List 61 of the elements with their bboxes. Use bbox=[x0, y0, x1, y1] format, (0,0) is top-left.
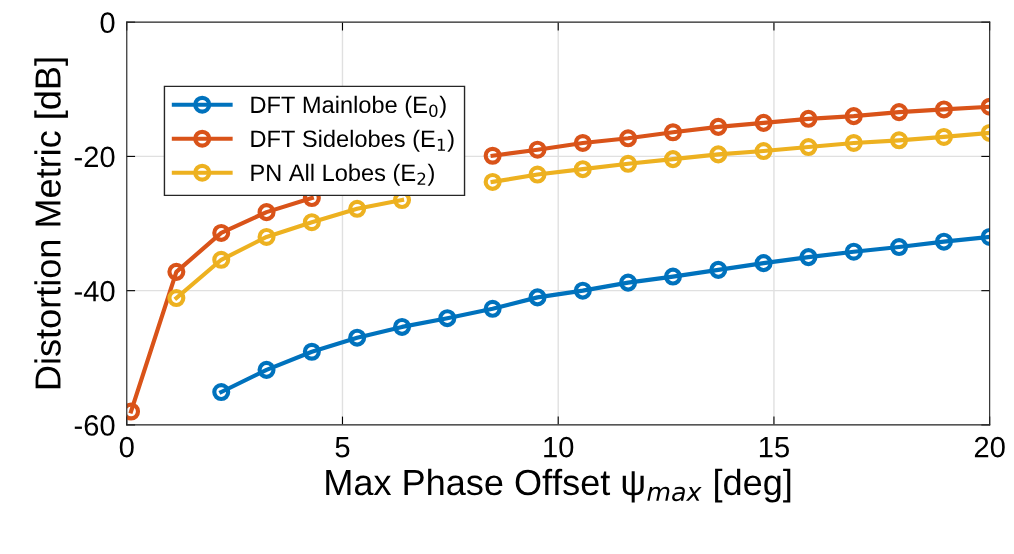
point bbox=[890, 131, 909, 150]
point bbox=[348, 328, 367, 347]
point bbox=[573, 133, 592, 153]
point bbox=[934, 127, 953, 146]
point bbox=[709, 145, 728, 164]
point bbox=[573, 281, 592, 300]
point bbox=[619, 129, 638, 148]
point bbox=[212, 223, 231, 242]
point bbox=[890, 103, 909, 122]
legend-label: PN All Lobes (E$_{2}$) bbox=[251, 163, 434, 186]
y-tick-label: -60 bbox=[74, 415, 115, 436]
point bbox=[844, 133, 863, 153]
point bbox=[754, 254, 773, 273]
x-axis-title: Max Phase Offset ψ$_{max}$ [deg] bbox=[326, 468, 791, 503]
point bbox=[302, 213, 321, 232]
point bbox=[934, 100, 953, 119]
point bbox=[619, 273, 638, 292]
point bbox=[663, 123, 683, 142]
x-tick-label: 15 bbox=[759, 437, 789, 458]
point bbox=[483, 299, 502, 318]
legend-label: DFT Sidelobes (E$_{1}$) bbox=[251, 129, 454, 152]
point bbox=[257, 360, 276, 379]
point bbox=[257, 227, 276, 246]
point bbox=[438, 309, 457, 328]
point bbox=[483, 172, 502, 191]
x-tick-label: 20 bbox=[974, 436, 1005, 458]
point bbox=[799, 109, 818, 128]
point bbox=[890, 238, 909, 257]
point bbox=[348, 199, 367, 218]
point bbox=[528, 140, 547, 159]
point bbox=[709, 117, 728, 136]
point bbox=[167, 262, 186, 281]
point bbox=[257, 203, 276, 222]
point bbox=[844, 242, 863, 261]
point bbox=[212, 250, 231, 269]
point bbox=[392, 317, 412, 336]
y-tick-label: -40 bbox=[74, 280, 115, 302]
y-tick-label: 0 bbox=[100, 12, 115, 34]
point bbox=[754, 142, 773, 161]
x-tick-label: 10 bbox=[544, 436, 574, 458]
point bbox=[934, 232, 953, 251]
point bbox=[528, 288, 547, 307]
point bbox=[483, 146, 502, 165]
point bbox=[528, 165, 547, 184]
point bbox=[302, 342, 321, 361]
point bbox=[754, 113, 773, 132]
y-axis-title: Distortion Metric [dB] bbox=[34, 58, 68, 389]
point bbox=[212, 382, 231, 402]
point bbox=[799, 137, 818, 157]
point bbox=[663, 267, 683, 286]
x-tick-label: 0 bbox=[119, 436, 134, 458]
point bbox=[799, 248, 818, 267]
legend-label: DFT Mainlobe (E$_{0}$) bbox=[251, 95, 446, 118]
point bbox=[844, 107, 863, 126]
point bbox=[167, 289, 186, 308]
y-tick-label: -20 bbox=[74, 146, 115, 168]
point bbox=[573, 160, 592, 179]
x-tick-label: 5 bbox=[335, 437, 350, 458]
point bbox=[619, 154, 638, 173]
point bbox=[663, 150, 683, 169]
point bbox=[709, 260, 728, 279]
